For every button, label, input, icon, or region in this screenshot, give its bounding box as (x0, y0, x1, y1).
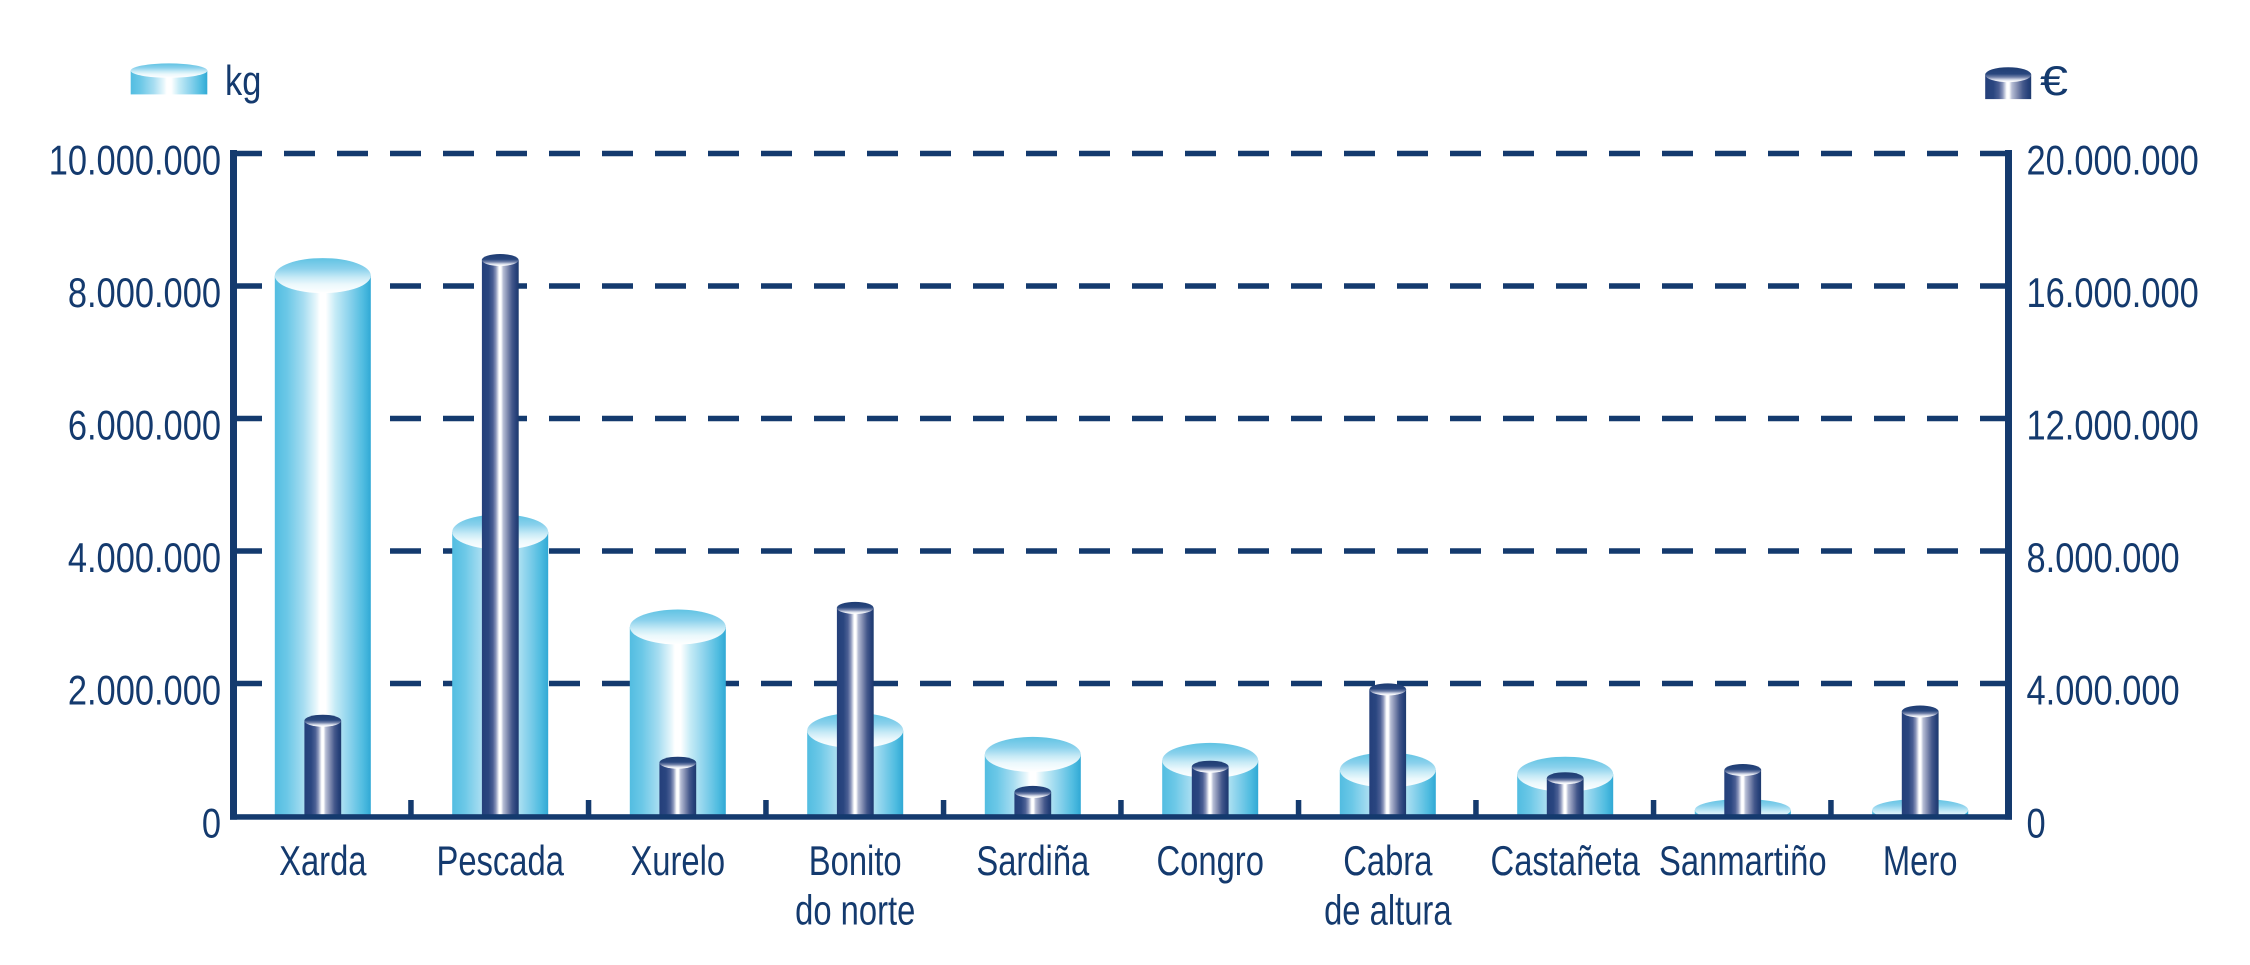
svg-text:Mero: Mero (1883, 837, 1958, 884)
svg-text:Bonito: Bonito (809, 837, 902, 884)
svg-text:do norte: do norte (795, 887, 915, 934)
svg-text:2.000.000: 2.000.000 (68, 667, 221, 714)
svg-text:Sanmartiño: Sanmartiño (1659, 837, 1827, 884)
svg-text:€: € (2040, 57, 2068, 104)
svg-text:8.000.000: 8.000.000 (68, 270, 221, 317)
svg-text:de altura: de altura (1324, 887, 1452, 934)
svg-text:20.000.000: 20.000.000 (2027, 137, 2199, 184)
svg-text:Sardiña: Sardiña (976, 837, 1089, 884)
svg-text:4.000.000: 4.000.000 (68, 535, 221, 582)
svg-text:kg: kg (225, 58, 261, 105)
svg-text:Xurelo: Xurelo (630, 837, 725, 884)
svg-text:Congro: Congro (1156, 837, 1263, 884)
svg-text:Pescada: Pescada (436, 837, 564, 884)
svg-text:0: 0 (2027, 800, 2046, 847)
svg-text:4.000.000: 4.000.000 (2027, 667, 2180, 714)
svg-text:12.000.000: 12.000.000 (2027, 402, 2199, 449)
svg-text:Cabra: Cabra (1343, 837, 1432, 884)
svg-text:16.000.000: 16.000.000 (2027, 270, 2199, 317)
svg-text:Xarda: Xarda (279, 837, 366, 884)
svg-text:10.000.000: 10.000.000 (49, 137, 221, 184)
svg-text:Castañeta: Castañeta (1491, 837, 1640, 884)
svg-text:0: 0 (202, 800, 221, 847)
svg-text:8.000.000: 8.000.000 (2027, 535, 2180, 582)
svg-text:6.000.000: 6.000.000 (68, 402, 221, 449)
